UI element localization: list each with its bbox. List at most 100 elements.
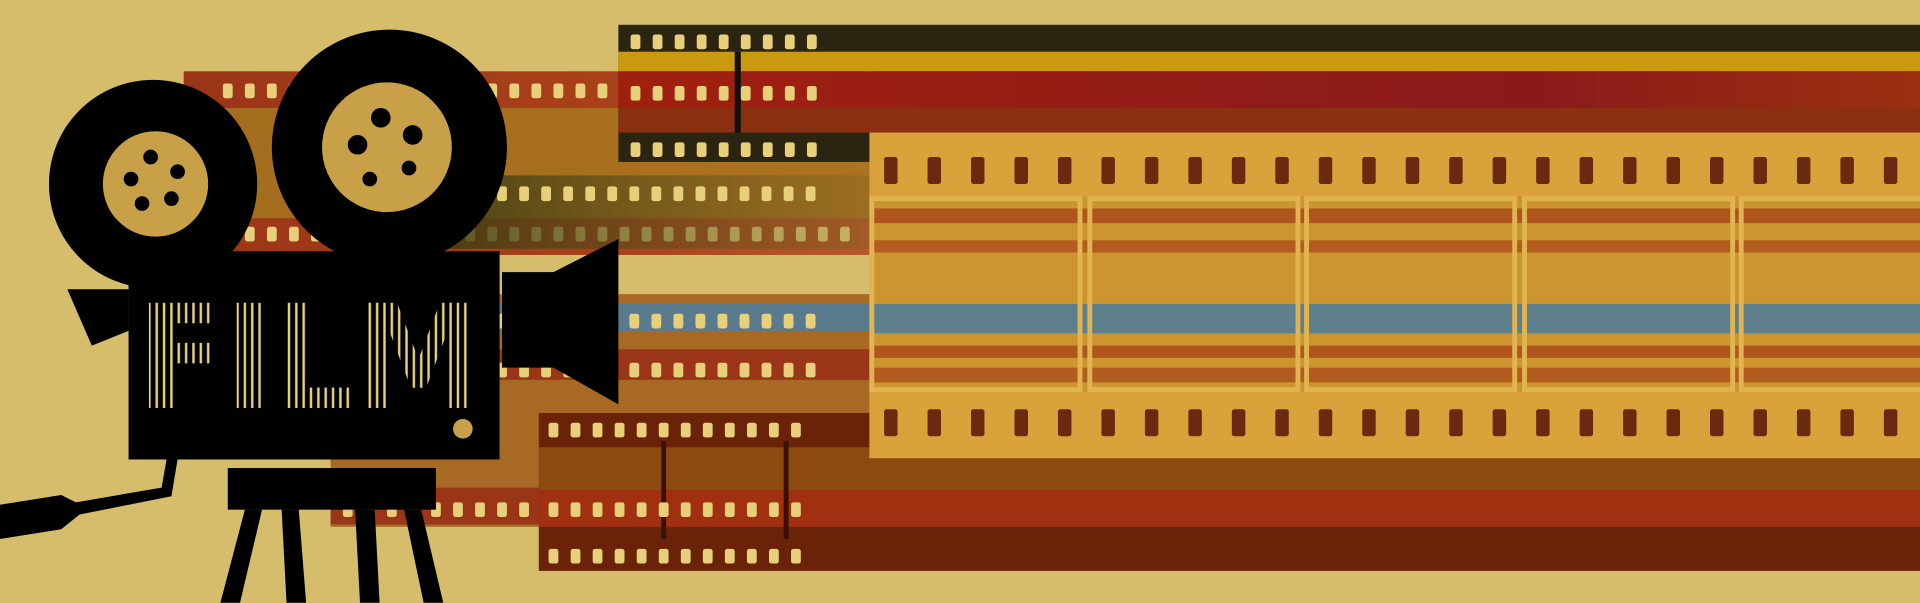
sprocket-hole [746, 548, 757, 564]
sprocket-hole [1231, 409, 1246, 437]
reel-hole [164, 191, 179, 206]
sprocket-hole [717, 186, 728, 202]
sprocket-hole [674, 85, 685, 101]
sprocket-hole [592, 502, 603, 518]
sprocket-hole [563, 186, 574, 202]
sprocket-hole [806, 142, 817, 158]
sprocket-hole [784, 34, 795, 50]
sprocket-hole [651, 313, 662, 329]
sprocket-hole [475, 502, 485, 518]
sprocket-hole [1014, 409, 1028, 437]
sprocket-hole [791, 502, 801, 518]
sprocket-hole [1318, 409, 1333, 437]
sprocket-hole [702, 548, 713, 564]
sprocket-hole [519, 186, 529, 202]
sprocket-hole [651, 362, 662, 378]
sprocket-hole [718, 85, 729, 101]
sprocket-hole [783, 362, 794, 378]
sprocket-hole [570, 548, 581, 564]
sprocket-hole [1623, 157, 1637, 184]
sprocket-hole [597, 83, 608, 99]
sprocket-hole [971, 157, 985, 184]
sprocket-hole [1753, 409, 1767, 437]
sprocket-hole [724, 548, 735, 564]
sprocket-hole [746, 502, 757, 518]
sprocket-hole [1536, 409, 1550, 437]
sprocket-hole [1362, 409, 1376, 437]
sprocket-hole [740, 85, 751, 101]
sprocket-hole [1057, 157, 1072, 184]
sprocket-hole [718, 142, 729, 158]
sprocket-hole [724, 422, 735, 438]
sprocket-hole [674, 34, 685, 50]
sprocket-hole [696, 85, 707, 101]
sprocket-hole [805, 313, 816, 329]
sprocket-hole [570, 502, 581, 518]
sprocket-hole [629, 362, 640, 378]
sprocket-hole [244, 83, 255, 99]
sprocket-hole [509, 83, 520, 99]
sprocket-hole [1014, 157, 1028, 184]
sprocket-hole [927, 157, 942, 184]
reel-hole [347, 134, 368, 155]
sprocket-hole [1231, 157, 1246, 184]
sprocket-hole [768, 502, 779, 518]
reel-hole [134, 196, 150, 211]
sprocket-hole [244, 226, 255, 242]
sprocket-hole [680, 502, 691, 518]
sprocket-hole [636, 502, 647, 518]
sprocket-hole [541, 186, 552, 202]
sprocket-hole [222, 83, 233, 99]
sprocket-hole [1101, 157, 1115, 184]
sprocket-hole [1057, 409, 1072, 437]
sprocket-hole [614, 422, 625, 438]
sprocket-hole [1536, 157, 1550, 184]
sprocket-hole [1796, 409, 1811, 437]
sprocket-hole [1318, 157, 1333, 184]
sprocket-hole [1188, 157, 1202, 184]
sprocket-hole [1275, 157, 1289, 184]
reel-hole [123, 171, 139, 187]
sprocket-hole [791, 422, 801, 438]
sprocket-hole [585, 186, 596, 202]
sprocket-hole [553, 83, 564, 99]
sprocket-hole [1883, 409, 1898, 437]
sprocket-hole [1405, 157, 1420, 184]
film-logo-text: FILM [137, 275, 482, 443]
sprocket-hole [1883, 157, 1898, 184]
sprocket-hole [761, 313, 772, 329]
sprocket-hole [592, 422, 603, 438]
sprocket-hole [783, 186, 794, 202]
sprocket-hole [1840, 409, 1854, 437]
sprocket-hole [761, 186, 772, 202]
sprocket-hole [548, 422, 559, 438]
sprocket-hole [884, 409, 898, 437]
sprocket-hole [784, 142, 795, 158]
sprocket-hole [1623, 409, 1637, 437]
sprocket-hole [791, 548, 801, 564]
sprocket-hole [1492, 157, 1507, 184]
sprocket-hole [806, 34, 817, 50]
sprocket-hole [718, 34, 729, 50]
sprocket-hole [614, 502, 625, 518]
sprocket-hole [497, 186, 507, 202]
sprocket-hole [1144, 409, 1159, 437]
sprocket-hole [717, 313, 728, 329]
sprocket-hole [607, 186, 618, 202]
sprocket-hole [971, 409, 985, 437]
sprocket-hole [630, 142, 641, 158]
sprocket-hole [592, 548, 603, 564]
sprocket-hole [629, 313, 640, 329]
sprocket-hole [762, 85, 773, 101]
film-frame [1304, 196, 1518, 393]
sprocket-hole [805, 186, 816, 202]
sprocket-hole [1753, 157, 1767, 184]
sprocket-hole [531, 83, 542, 99]
sprocket-hole [652, 34, 663, 50]
sprocket-hole [673, 313, 684, 329]
sprocket-hole [806, 85, 817, 101]
sprocket-hole [805, 362, 816, 378]
sprocket-hole [746, 422, 757, 438]
sprocket-hole [1449, 409, 1463, 437]
